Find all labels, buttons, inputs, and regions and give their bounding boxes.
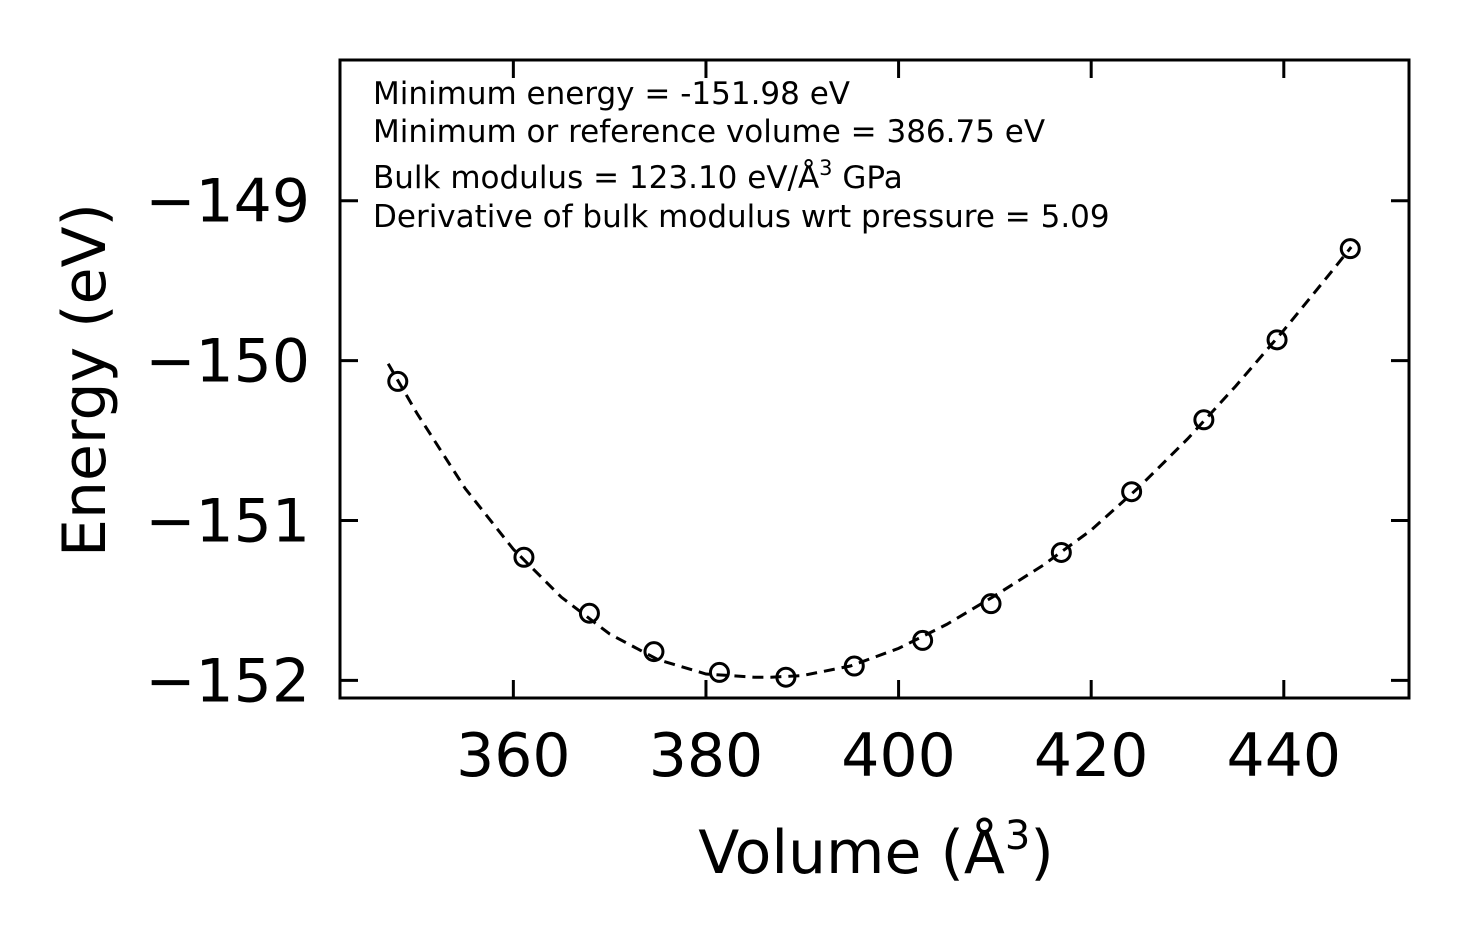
data-point [708, 661, 730, 683]
annotation-bulk-modulus: Bulk modulus = 123.10 eV/Å3 GPa [373, 156, 903, 196]
annotation-min-volume: Minimum or reference volume = 386.75 eV [373, 114, 1045, 150]
data-point [912, 629, 934, 651]
x-tick-labels: 360 380 400 420 440 [456, 721, 1341, 791]
annotation-box: Minimum energy = -151.98 eV Minimum or r… [373, 76, 1110, 235]
y-axis-label: Energy (eV) [50, 203, 120, 557]
data-point [1050, 541, 1072, 563]
fit-curve [386, 246, 1353, 679]
x-axis-label: Volume (Å3) [698, 813, 1054, 888]
data-point [513, 546, 535, 568]
y-tick-label: −151 [145, 487, 310, 557]
data-point [1121, 481, 1143, 503]
y-tick-label: −149 [145, 167, 310, 237]
x-tick-label: 380 [649, 721, 764, 791]
data-point [775, 666, 797, 688]
y-tick-label: −150 [145, 327, 310, 397]
tick-marks [340, 60, 1409, 698]
x-tick-label: 400 [841, 721, 956, 791]
data-point [643, 641, 665, 663]
x-tick-label: 420 [1034, 721, 1149, 791]
data-point [1193, 409, 1215, 431]
y-tick-label: −152 [145, 646, 310, 716]
fit-curve-layer [386, 246, 1353, 679]
data-point [1266, 329, 1288, 351]
plot-frame [338, 58, 1411, 700]
annotation-min-energy: Minimum energy = -151.98 eV [373, 76, 850, 112]
data-point [980, 593, 1002, 615]
data-point [578, 602, 600, 624]
data-point [1339, 238, 1361, 260]
y-tick-labels: −149 −150 −151 −152 [145, 167, 310, 717]
data-point [843, 655, 865, 677]
x-tick-label: 440 [1227, 721, 1342, 791]
x-tick-label: 360 [456, 721, 571, 791]
data-points [387, 238, 1361, 688]
data-point [387, 370, 409, 392]
annotation-bulk-derivative: Derivative of bulk modulus wrt pressure … [373, 199, 1110, 235]
